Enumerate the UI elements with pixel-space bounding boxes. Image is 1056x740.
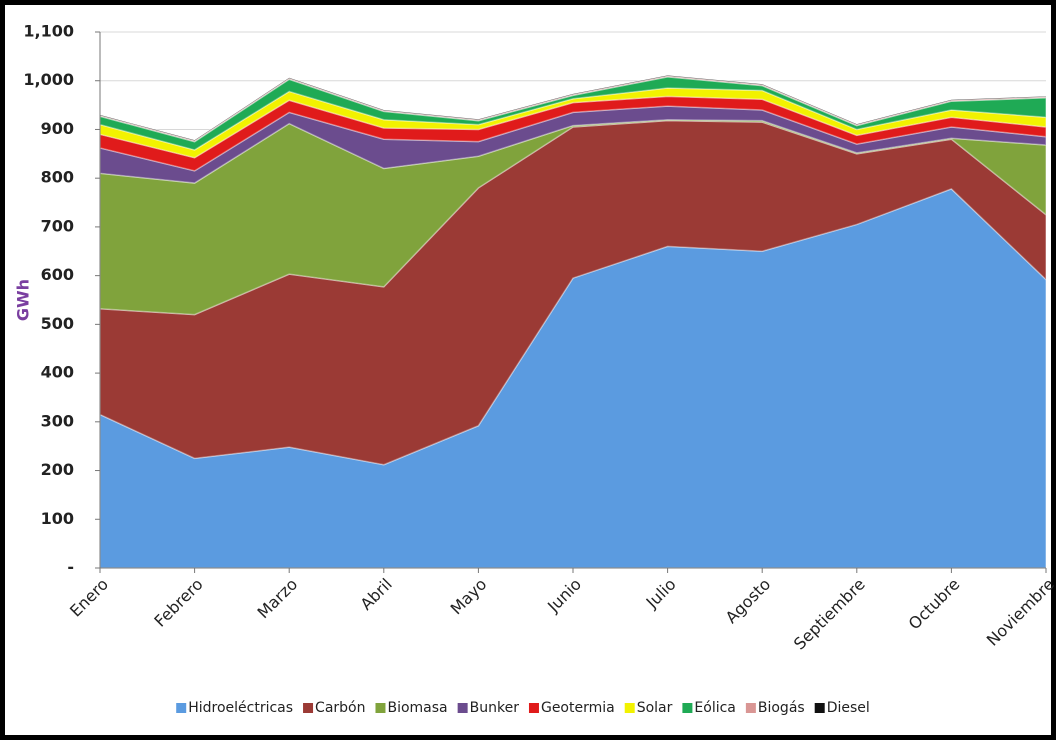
legend: Hidroeléctricas Carbón Biomasa Bunker Geoter… xyxy=(176,700,870,716)
legend-label: Biomasa xyxy=(387,700,447,716)
legend-swatch xyxy=(814,703,825,713)
legend-label: Bunker xyxy=(470,700,520,716)
legend-swatch xyxy=(745,703,756,713)
legend-label: Biogás xyxy=(758,700,805,716)
legend-label: Diesel xyxy=(827,700,870,716)
legend-label: Carbón xyxy=(315,700,365,716)
legend-label: Geotermia xyxy=(541,700,615,716)
y-tick-label: 900 xyxy=(41,119,74,138)
area xyxy=(99,76,1047,151)
legend-swatch xyxy=(303,703,314,713)
area xyxy=(99,119,1047,466)
legend-swatch xyxy=(624,703,635,713)
y-axis-label: GWh xyxy=(14,279,33,321)
legend-label: Hidroeléctricas xyxy=(188,700,293,716)
area xyxy=(99,74,1047,142)
y-tick-label: 400 xyxy=(41,363,74,382)
y-tick-label: 200 xyxy=(41,460,74,479)
legend-swatch xyxy=(375,703,386,713)
y-tick-label: 600 xyxy=(41,265,74,284)
y-tick-label: 500 xyxy=(41,314,74,333)
y-tick-label: 800 xyxy=(41,168,74,187)
legend-swatch xyxy=(176,703,187,713)
legend-label: Eólica xyxy=(694,700,735,716)
legend-label: Solar xyxy=(637,700,673,716)
legend-swatch xyxy=(682,703,693,713)
y-tick-label: 1,100 xyxy=(23,22,74,41)
y-tick-label: - xyxy=(67,558,74,577)
y-tick-label: 300 xyxy=(41,411,74,430)
area xyxy=(99,105,1047,184)
legend-swatch xyxy=(528,703,539,713)
legend-swatch xyxy=(457,703,468,713)
y-tick-label: 100 xyxy=(41,509,74,528)
y-tick-label: 700 xyxy=(41,216,74,235)
area xyxy=(99,118,1047,316)
y-tick-label: 1,000 xyxy=(23,70,74,89)
